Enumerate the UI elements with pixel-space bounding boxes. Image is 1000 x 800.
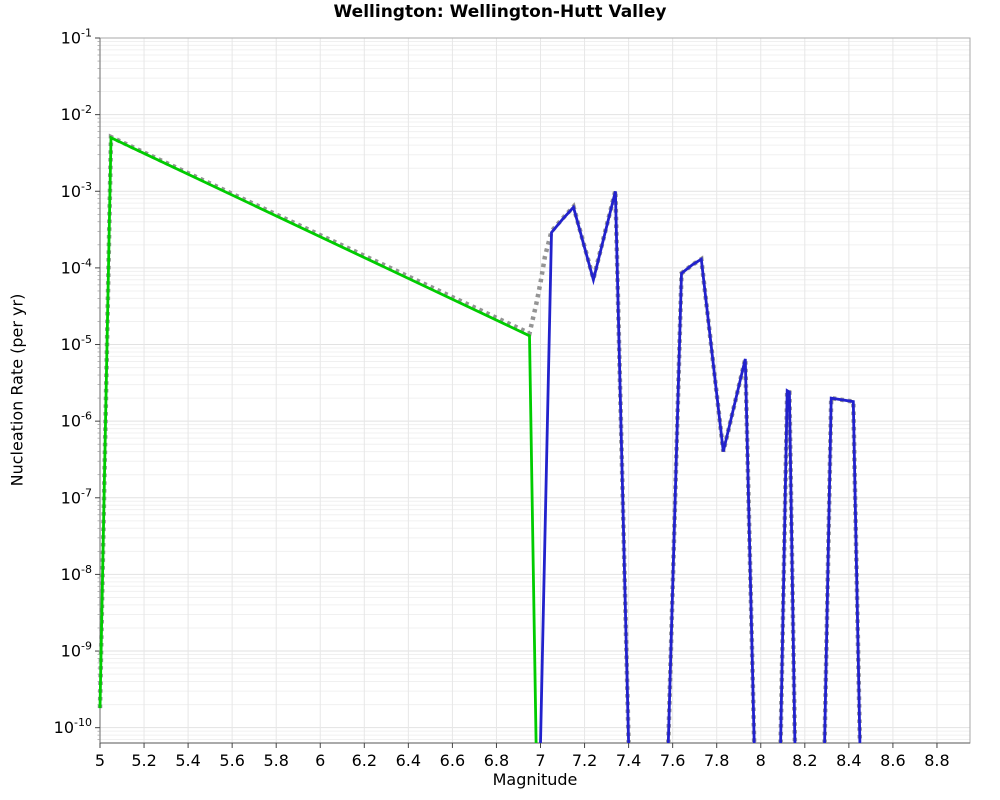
x-tick-label: 6.4 [396,751,421,770]
x-tick-labels: 5 5.2 5.4 5.6 5.8 6 6.2 6.4 6.6 6.8 7 7.2 7.4 7.6 7.8 8… [95,751,950,770]
x-tick-label: 8.8 [924,751,949,770]
y-tick-label: 10-10 [54,716,92,737]
blue-line-segment [823,396,862,744]
chart-title: Wellington: Wellington-Hutt Valley [333,2,667,22]
x-tick-label: 8.6 [880,751,905,770]
x-tick-label: 8.4 [836,751,861,770]
x-tick-label: 5.2 [131,751,156,770]
y-tick-label: 10-3 [61,180,92,201]
x-tick-label: 7.2 [572,751,597,770]
x-tick-label: 8.2 [792,751,817,770]
x-tick-label: 7.6 [660,751,685,770]
gray-dotted-total-segment [97,133,631,744]
y-tick-label: 10-5 [61,333,92,354]
x-tick-label: 5.6 [219,751,244,770]
y-tick-label: 10-4 [61,256,92,277]
y-axis-ticks [95,37,100,740]
x-tick-label: 7 [535,751,545,770]
blue-line-segment [666,256,756,744]
x-axis-ticks [99,743,938,748]
series-green-line [98,135,538,744]
x-tick-label: 6 [315,751,325,770]
y-tick-label: 10-2 [61,103,92,124]
x-tick-label: 6.6 [440,751,465,770]
x-tick-label: 7.8 [704,751,729,770]
x-tick-label: 6.8 [484,751,509,770]
blue-line-segment [539,190,630,744]
y-tick-label: 10-7 [61,486,92,507]
y-tick-labels: 10-1 10-2 10-3 10-4 10-5 10-6 10-7 10-8 10-9 10-1… [54,27,92,738]
series-blue-line [539,190,862,744]
y-tick-label: 10-6 [61,410,92,431]
y-tick-label: 10-1 [61,27,92,48]
x-tick-label: 8 [756,751,766,770]
x-axis-label: Magnitude [492,770,578,789]
x-tick-label: 6.2 [352,751,377,770]
y-tick-label: 10-8 [61,563,92,584]
blue-line-segment [779,388,797,744]
x-tick-label: 7.4 [616,751,641,770]
green-line-segment [98,135,538,744]
x-tick-label: 5.4 [175,751,200,770]
v-gridlines [143,38,938,743]
x-tick-label: 5.8 [263,751,288,770]
h-minor-gridlines [100,41,970,741]
y-tick-label: 10-9 [61,640,92,661]
x-tick-label: 5 [95,751,105,770]
